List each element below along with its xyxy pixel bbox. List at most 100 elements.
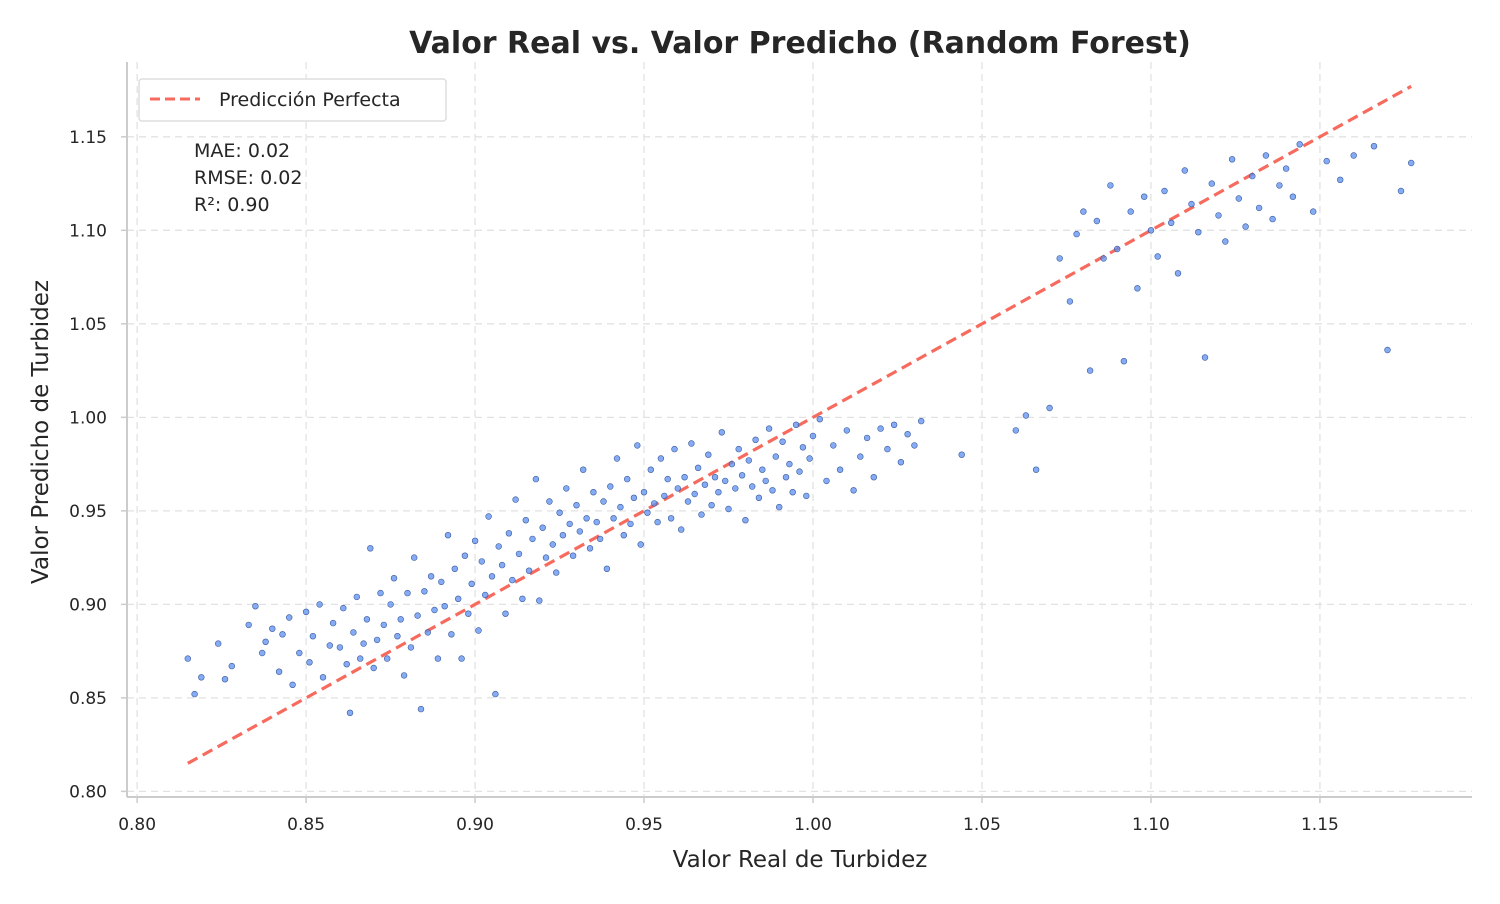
data-point [228,662,236,670]
data-point [522,516,529,524]
data-point [759,466,766,473]
data-point [806,455,813,462]
data-point [765,425,773,432]
data-point [451,565,458,572]
data-point [684,498,692,505]
data-point [350,629,357,636]
y-tick-label: 1.10 [69,221,107,241]
data-point [252,602,259,610]
data-point [279,631,286,638]
data-point [725,505,732,513]
data-point [390,574,398,582]
data-point [259,649,266,657]
data-point [1127,208,1134,215]
data-point [329,619,337,627]
data-point [664,475,671,483]
x-tick-label: 0.80 [118,815,156,835]
data-point [667,515,675,522]
data-point [400,672,408,679]
data-point [482,591,489,599]
data-point [688,440,695,447]
data-point [424,629,431,636]
data-point [1012,427,1019,434]
data-point [786,460,793,468]
data-point [515,550,523,558]
metrics-annotation: MAE: 0.02 RMSE: 0.02 R²: 0.90 [194,140,302,216]
data-point [343,660,350,668]
data-point [738,472,746,479]
data-point [1262,152,1270,159]
data-point [444,531,452,539]
data-point [1222,238,1229,245]
data-point [221,675,229,683]
data-point [640,489,648,496]
data-point [1397,187,1405,195]
data-point [434,655,442,662]
data-point [1107,182,1114,189]
data-point [461,552,469,559]
data-point [657,455,665,462]
data-point [1336,176,1344,184]
data-point [326,642,333,649]
data-point [306,659,313,666]
data-point [799,444,807,451]
data-point [884,445,891,453]
data-point [397,616,404,623]
rmse-text: RMSE: 0.02 [194,167,302,189]
data-point [448,631,455,638]
data-point [1269,215,1276,223]
data-point [1276,182,1283,189]
data-point [603,565,611,572]
data-point [438,578,445,586]
data-point [681,474,688,481]
data-point [755,494,763,501]
chart-title: Valor Real vs. Valor Predicho (Random Fo… [409,26,1191,61]
data-point [671,445,678,453]
data-point [465,610,472,617]
data-point [546,498,553,505]
data-point [870,474,877,481]
data-point [620,531,627,539]
data-point [617,503,624,511]
data-point [1046,404,1053,412]
data-point [1086,367,1094,374]
data-point [718,429,725,436]
data-point [890,421,898,428]
data-point [701,481,709,488]
y-tick-label: 0.95 [69,502,107,522]
data-point [1113,245,1121,253]
data-point [705,451,712,458]
data-point [340,604,347,612]
y-tick-label: 1.15 [69,128,107,148]
data-point [775,503,783,511]
data-point [441,602,448,610]
data-point [782,474,790,481]
data-point [1249,172,1256,180]
data-point [623,475,631,483]
data-point [380,621,387,629]
data-point [748,483,756,490]
data-point [698,511,705,518]
data-point [762,477,769,485]
data-point [387,601,394,608]
x-tick-label: 1.05 [963,815,1001,835]
data-point [708,502,715,509]
data-point [458,655,465,662]
data-point [850,487,857,494]
data-point [478,558,485,565]
data-point [674,485,681,492]
data-point [721,477,729,485]
data-point [593,518,600,526]
data-point [367,545,374,552]
data-point [492,690,499,698]
mae-text: MAE: 0.02 [194,140,290,162]
data-point [796,468,803,475]
data-point [394,632,401,640]
data-point [576,528,583,535]
data-point [455,595,462,602]
data-point [1147,227,1155,234]
data-point [904,431,911,438]
data-point [637,541,644,548]
data-point [1080,208,1087,215]
data-point [711,474,719,481]
